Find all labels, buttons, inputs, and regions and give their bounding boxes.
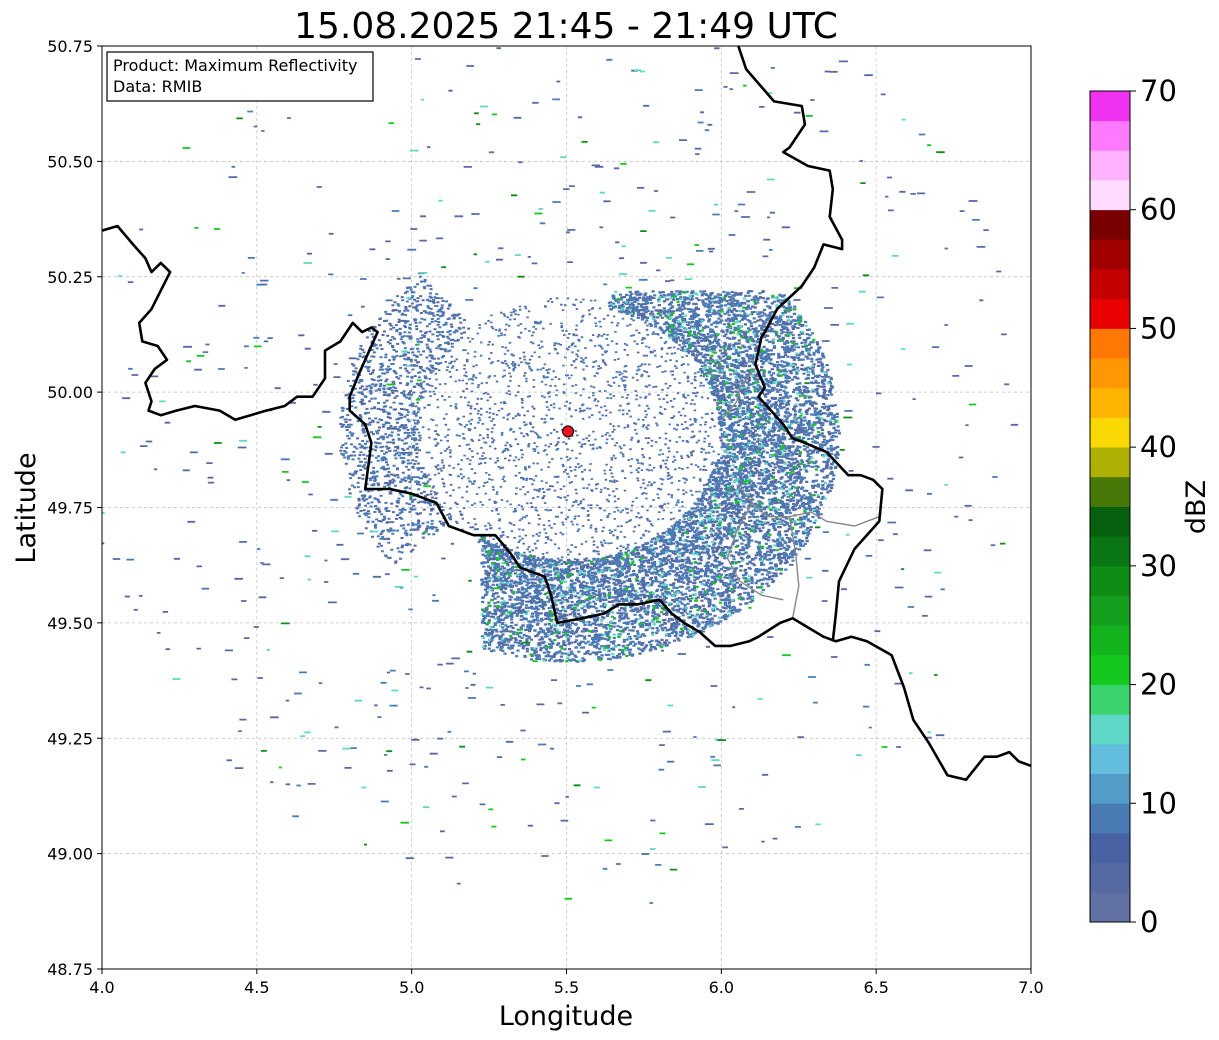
colorbar-segment — [1090, 209, 1130, 240]
echo-layer — [126, 58, 998, 904]
regional-border — [788, 516, 800, 619]
colorbar-tick-label: 50 — [1140, 311, 1177, 345]
y-tick-label: 50.25 — [47, 268, 93, 287]
regional-border — [726, 502, 784, 601]
y-tick-label: 49.25 — [47, 729, 93, 748]
x-tick-label: 5.5 — [554, 978, 579, 997]
colorbar-tick-label: 30 — [1140, 549, 1177, 583]
x-tick-label: 6.0 — [709, 978, 734, 997]
colorbar-label: dBZ — [1181, 480, 1212, 534]
colorbar-tick-label: 40 — [1140, 430, 1177, 464]
info-box-frame — [106, 51, 374, 102]
colorbar-segment — [1090, 298, 1130, 329]
reflectivity-echoes — [102, 47, 1019, 904]
colorbar-segment — [1090, 476, 1130, 507]
x-axis-label: Longitude — [499, 1001, 633, 1032]
colorbar-segment — [1090, 565, 1130, 596]
colorbar-segment — [1090, 447, 1130, 478]
chart-title: 15.08.2025 21:45 - 21:49 UTC — [294, 6, 838, 47]
y-tick-label: 49.75 — [47, 499, 93, 518]
radar-site-marker — [562, 425, 575, 438]
colorbar-segment — [1090, 684, 1130, 715]
colorbar-tick-label: 0 — [1140, 905, 1158, 939]
colorbar-segment — [1090, 417, 1130, 448]
colorbar-segment — [1090, 506, 1130, 537]
y-axis-label: Latitude — [11, 452, 42, 563]
colorbar-segment — [1090, 743, 1130, 775]
plot-area — [101, 45, 1032, 970]
info-data-source: Data: RMIB — [113, 77, 202, 96]
x-axis-ticks: 4.0 4.5 5.0 5.5 6.0 6.5 7.0 — [89, 969, 1044, 997]
colorbar-segment — [1090, 595, 1130, 626]
colorbar-tick-label: 60 — [1140, 193, 1177, 227]
colorbar-segment — [1090, 773, 1130, 804]
colorbar-segment — [1090, 892, 1130, 923]
colorbar-segment — [1090, 328, 1130, 359]
y-tick-label: 50.75 — [47, 37, 93, 56]
colorbar-segment — [1090, 120, 1130, 151]
colorbar-segment — [1090, 239, 1130, 270]
colorbar-segment — [1090, 358, 1130, 389]
y-tick-label: 48.75 — [47, 960, 93, 979]
colorbar-segment — [1090, 150, 1130, 181]
colorbar-frame — [1089, 90, 1131, 923]
regional-border — [736, 483, 880, 527]
regional-border — [720, 363, 760, 421]
x-tick-label: 4.5 — [244, 978, 269, 997]
colorbar-segment — [1090, 625, 1130, 656]
colorbar-segment — [1090, 832, 1130, 864]
y-tick-label: 50.00 — [47, 383, 93, 402]
national-border — [102, 224, 1031, 782]
y-axis-ticks: 48.75 49.00 49.25 49.50 49.75 50.00 50.25 50.50… — [47, 37, 102, 979]
info-product: Product: Maximum Reflectivity — [113, 56, 357, 75]
colorbar-tick-label: 10 — [1140, 786, 1177, 820]
borders — [102, 46, 1031, 782]
colorbar-segment — [1090, 714, 1130, 745]
y-tick-label: 49.00 — [47, 845, 93, 864]
colorbar-tick-label: 20 — [1140, 668, 1177, 702]
y-tick-label: 50.50 — [47, 152, 93, 171]
colorbar-segment — [1090, 91, 1130, 122]
x-tick-label: 6.5 — [863, 978, 888, 997]
colorbar-segment — [1090, 862, 1130, 893]
x-tick-label: 7.0 — [1018, 978, 1043, 997]
colorbar-segment — [1090, 536, 1130, 567]
info-box: Product: Maximum Reflectivity Data: RMIB — [106, 51, 374, 102]
colorbar-segment — [1090, 269, 1130, 300]
colorbar-segment — [1090, 654, 1130, 685]
colorbar-tick-label: 70 — [1140, 74, 1177, 108]
y-tick-label: 49.50 — [47, 614, 93, 633]
national-border — [736, 46, 884, 642]
colorbar-segment — [1090, 180, 1130, 211]
colorbar: 0 10 20 30 40 50 60 70 — [1089, 74, 1177, 939]
x-tick-label: 4.0 — [89, 978, 114, 997]
x-tick-label: 5.0 — [399, 978, 424, 997]
colorbar-segment — [1090, 387, 1130, 418]
colorbar-segment — [1090, 803, 1130, 834]
